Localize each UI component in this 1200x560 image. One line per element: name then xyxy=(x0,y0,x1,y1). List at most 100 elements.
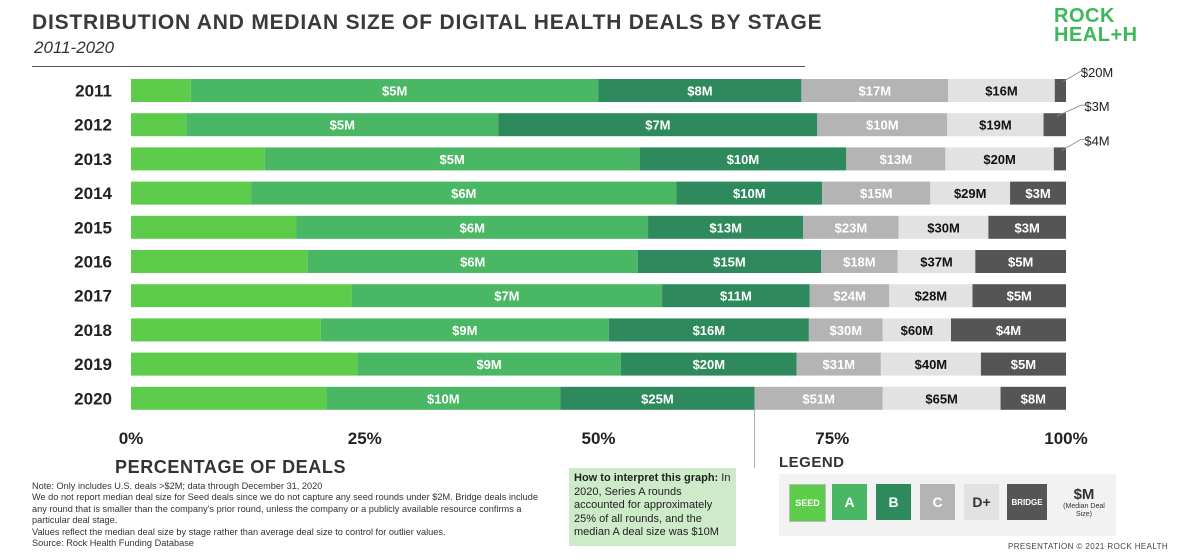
bar-segment-a xyxy=(251,181,677,205)
bar-segment-b xyxy=(598,79,802,102)
bar-segment-bridge xyxy=(1053,147,1067,171)
data-label-d: $65M xyxy=(925,391,958,406)
x-axis-title: PERCENTAGE OF DEALS xyxy=(115,457,347,477)
bar-segment-a xyxy=(190,79,599,102)
bar-segment-c xyxy=(821,250,898,273)
data-label-bridge: $3M xyxy=(1015,220,1040,235)
y-tick-label: 2013 xyxy=(74,150,112,169)
bar-segment-d xyxy=(882,386,1001,410)
data-label-c: $51M xyxy=(802,391,835,406)
data-label-c: $10M xyxy=(866,118,899,133)
bar-segment-b xyxy=(637,250,822,273)
x-tick-label: 75% xyxy=(815,429,849,448)
bar-segment-a xyxy=(320,318,609,342)
data-label-a: $7M xyxy=(494,289,519,304)
bar-segment-seed xyxy=(131,284,352,308)
x-tick-label: 25% xyxy=(348,429,382,448)
bar-segment-b xyxy=(560,386,755,410)
bar-segment-a xyxy=(264,147,640,171)
bar-segment-a xyxy=(351,284,663,308)
data-label-bridge: $3M xyxy=(1084,99,1109,114)
bar-segment-d xyxy=(897,250,976,273)
data-label-d: $37M xyxy=(920,255,953,270)
bar-segment-d xyxy=(889,284,973,308)
y-tick-label: 2018 xyxy=(74,321,112,340)
data-label-b: $13M xyxy=(709,220,742,235)
interpretation-text: In 2020, Series A rounds accounted for a… xyxy=(574,472,731,538)
bar-segment-a xyxy=(307,250,638,273)
legend-title: LEGEND xyxy=(779,454,845,471)
y-tick-label: 2019 xyxy=(74,355,112,374)
data-label-bridge: $3M xyxy=(1025,186,1050,201)
y-tick-label: 2016 xyxy=(74,253,112,272)
data-label-bridge: $4M xyxy=(996,323,1021,338)
bar-segment-c xyxy=(817,113,948,137)
data-label-d: $29M xyxy=(954,186,987,201)
bar-segment-bridge xyxy=(1054,79,1066,102)
legend-c-swatch: C xyxy=(920,484,955,520)
data-label-c: $24M xyxy=(833,289,866,304)
bar-segment-b xyxy=(620,352,797,376)
chart-subtitle: 2011-2020 xyxy=(34,38,115,57)
data-label-b: $25M xyxy=(641,391,674,406)
leader-line xyxy=(1062,70,1088,83)
data-label-c: $30M xyxy=(830,323,863,338)
data-label-c: $31M xyxy=(823,357,856,372)
bar-segment-d xyxy=(898,215,989,239)
y-tick-label: 2017 xyxy=(74,287,112,306)
data-label-a: $6M xyxy=(451,186,476,201)
legend-median-caption: (Median Deal Size) xyxy=(1063,503,1105,518)
rock-health-logo: ROCK HEAL+H xyxy=(1054,5,1138,45)
footer-credit: PRESENTATION © 2021 ROCK HEALTH xyxy=(1008,542,1169,551)
logo-line-1: ROCK xyxy=(1054,5,1115,27)
note-line-4: Source: Rock Health Funding Database xyxy=(32,538,194,549)
data-label-bridge: $5M xyxy=(1007,289,1032,304)
bar-segment-c xyxy=(801,79,949,102)
leader-line xyxy=(1061,138,1088,151)
y-tick-label: 2011 xyxy=(75,82,112,101)
bar-segment-bridge xyxy=(972,284,1066,308)
data-label-b: $20M xyxy=(693,357,726,372)
bar-segment-bridge xyxy=(980,352,1066,376)
bar-segment-c xyxy=(808,318,883,342)
data-label-d: $19M xyxy=(979,118,1012,133)
y-tick-label: 2020 xyxy=(74,389,112,408)
legend: SEED A B C D+ BRIDGE $M (Median Deal Siz… xyxy=(779,474,1116,536)
data-label-b: $7M xyxy=(645,118,670,133)
bar-segment-bridge xyxy=(951,318,1067,342)
bar-segment-seed xyxy=(131,113,187,137)
bar-segment-bridge xyxy=(975,250,1066,273)
data-label-d: $30M xyxy=(927,220,960,235)
data-label-b: $11M xyxy=(720,289,752,304)
bar-segment-seed xyxy=(131,181,252,205)
bar-segment-b xyxy=(676,181,823,205)
bar-segment-c xyxy=(796,352,881,376)
bar-segment-bridge xyxy=(1000,386,1066,410)
legend-median-key: $M (Median Deal Size) xyxy=(1059,486,1109,519)
bar-segment-bridge xyxy=(988,215,1066,239)
note-line-2: We do not report median deal size for Se… xyxy=(32,492,538,526)
bar-segment-c xyxy=(846,147,946,171)
x-tick-label: 100% xyxy=(1044,429,1087,448)
data-label-c: $17M xyxy=(859,84,892,99)
legend-b-swatch: B xyxy=(876,484,911,520)
bar-segment-bridge xyxy=(1010,181,1066,205)
data-label-d: $60M xyxy=(901,323,934,338)
x-tick-label: 0% xyxy=(119,429,144,448)
data-label-a: $9M xyxy=(476,357,501,372)
bar-segment-seed xyxy=(131,352,358,376)
bar-segment-c xyxy=(754,386,883,410)
legend-d-swatch: D+ xyxy=(964,484,999,520)
data-label-bridge: $8M xyxy=(1021,391,1046,406)
y-tick-label: 2015 xyxy=(74,218,112,237)
data-label-bridge: $20M xyxy=(1081,65,1114,80)
bar-segment-a xyxy=(326,386,561,410)
bar-segment-b xyxy=(498,113,818,137)
data-label-bridge: $5M xyxy=(1008,255,1033,270)
data-label-d: $20M xyxy=(983,152,1016,167)
bar-segment-a xyxy=(186,113,499,137)
bar-segment-c xyxy=(803,215,899,239)
legend-a-swatch: A xyxy=(832,484,867,520)
data-label-b: $8M xyxy=(687,84,712,99)
